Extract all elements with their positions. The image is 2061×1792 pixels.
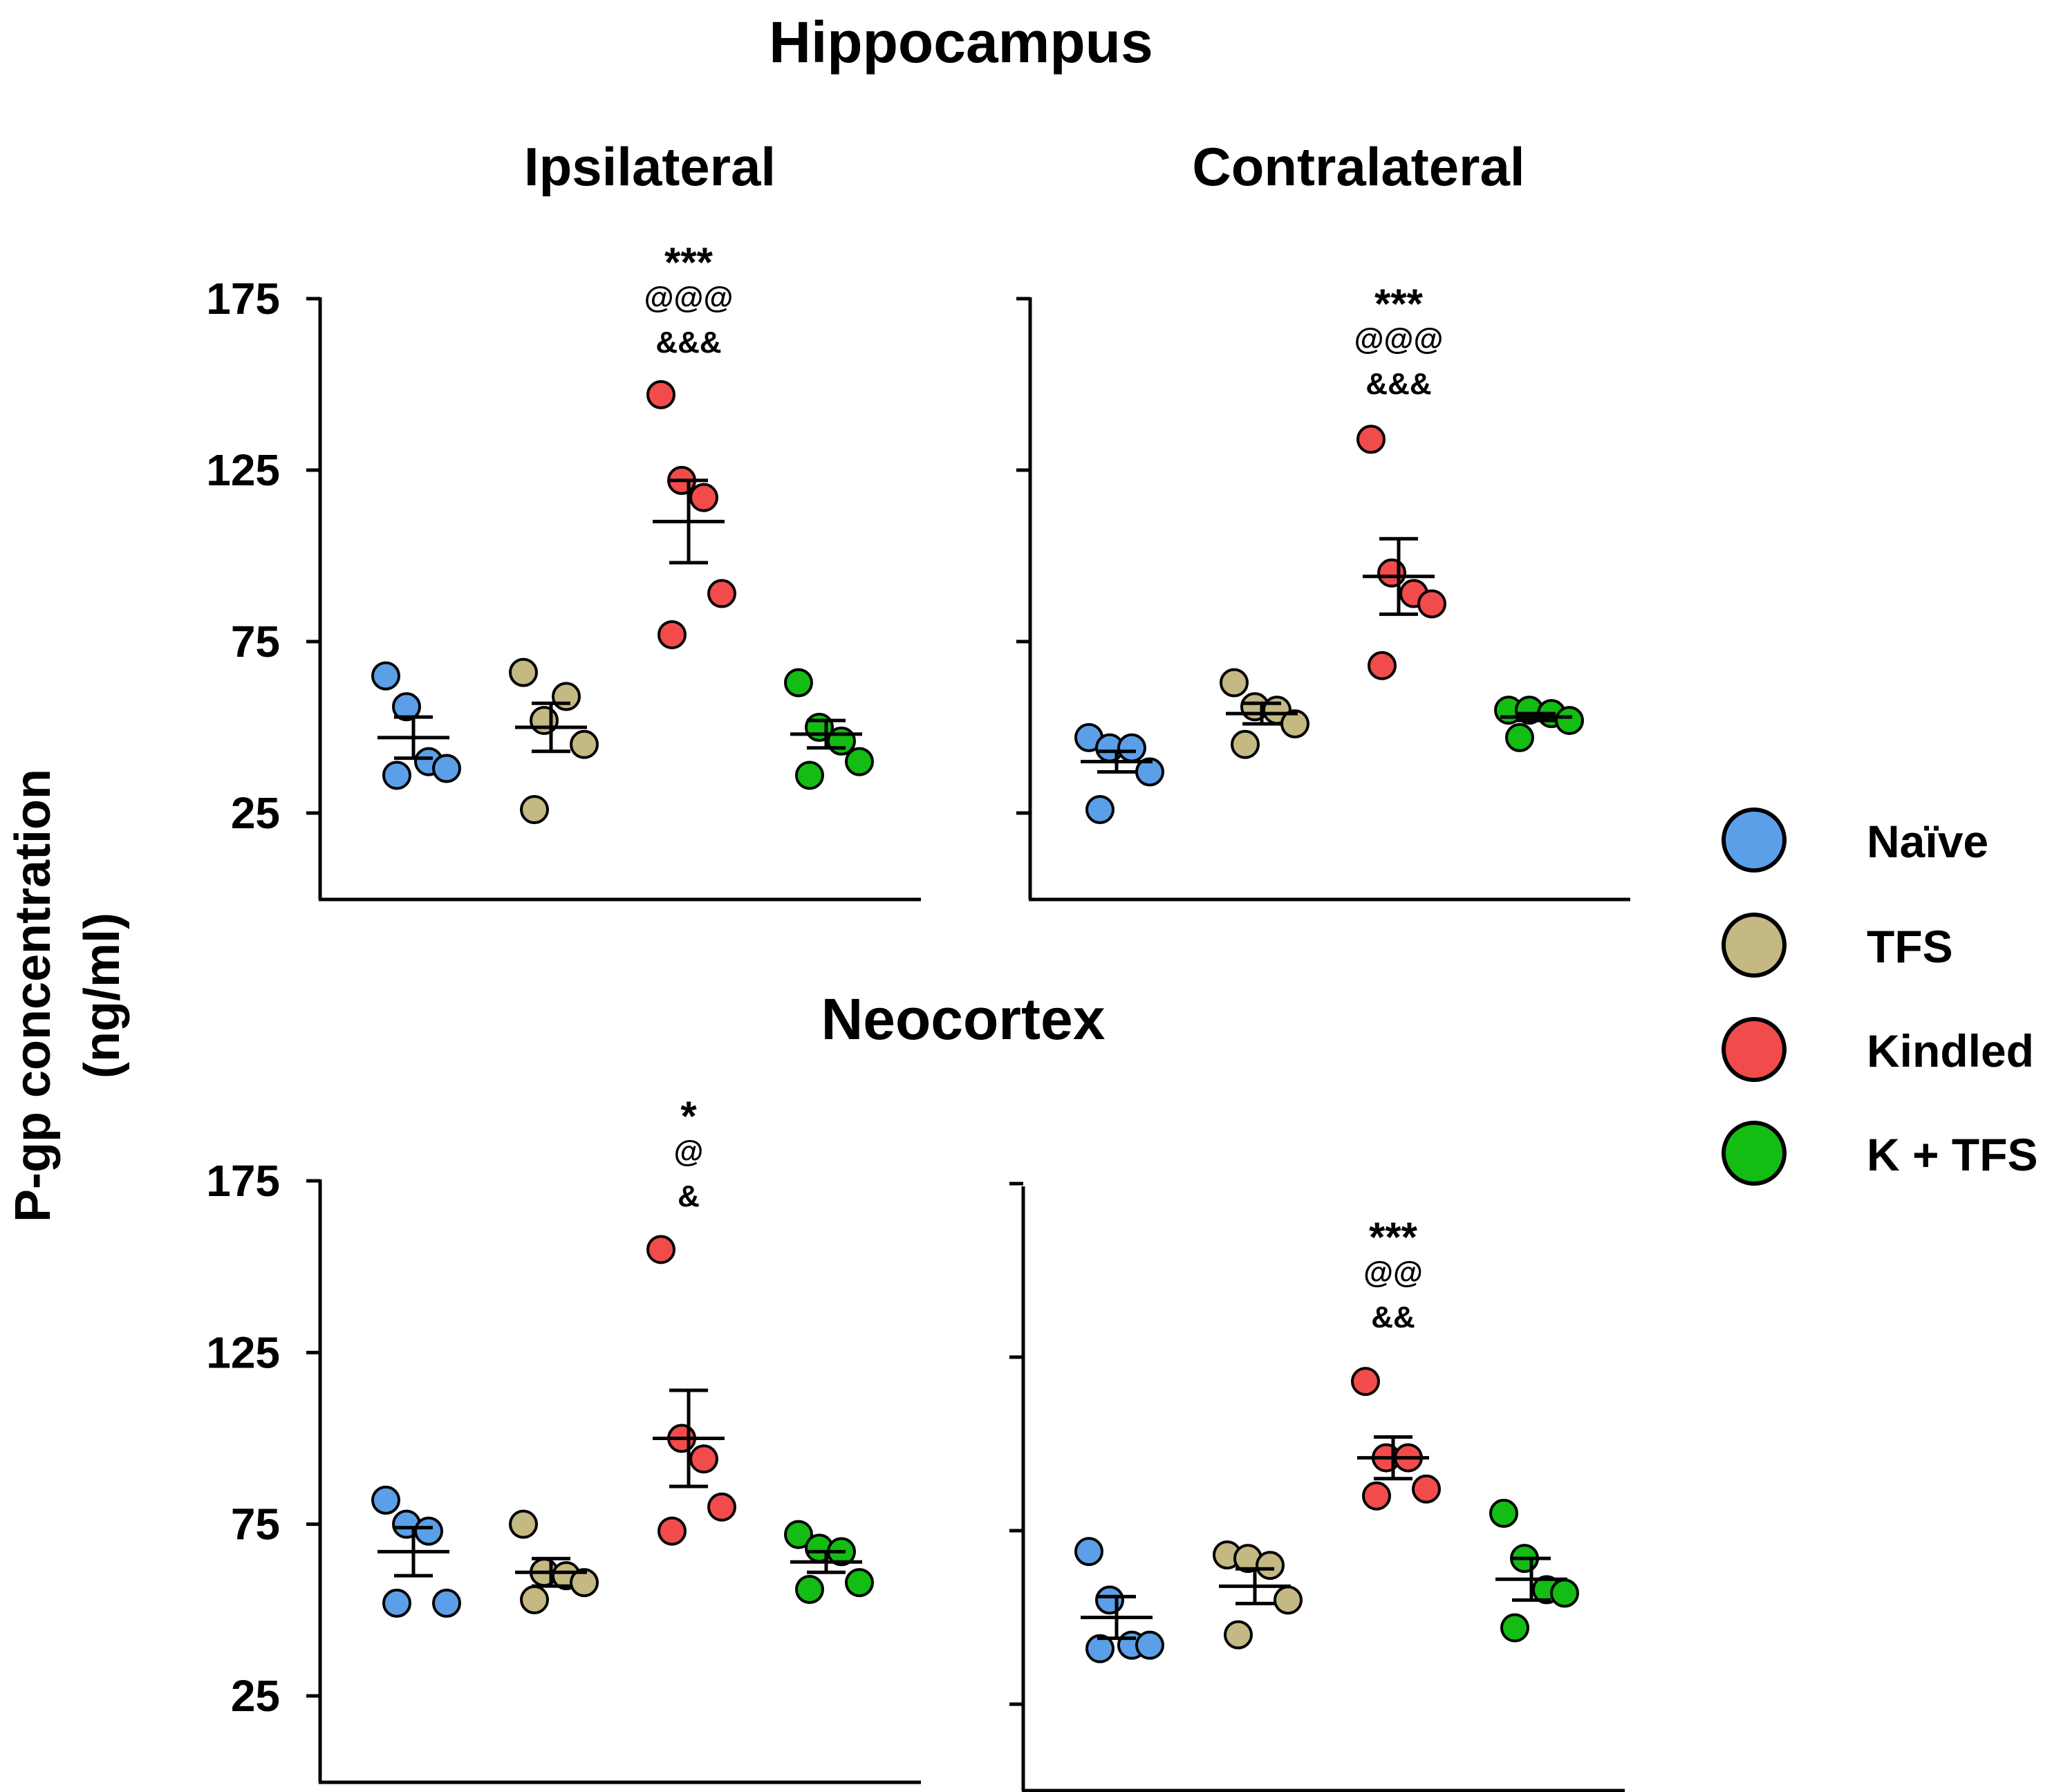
data-point-na-ve xyxy=(392,692,421,722)
legend-label-k-tfs: K + TFS xyxy=(1867,1129,2038,1180)
data-point-kindled xyxy=(658,1516,687,1546)
data-point-kindled xyxy=(1377,558,1406,588)
y-tick-label-175: 175 xyxy=(206,1156,280,1206)
data-point-kindled xyxy=(1368,651,1397,680)
data-point-tfs xyxy=(520,1585,549,1614)
data-point-na-ve xyxy=(1135,757,1164,787)
panel-hippocampus-contralateral: Contralateral ***@@@ &&& xyxy=(1016,136,1630,902)
y-tick-label-25: 25 xyxy=(231,788,280,838)
data-point-kindled xyxy=(658,620,687,650)
panel-hippocampus-ipsilateral: Ipsilateral 25 75 125 175 ***@@@ &&& xyxy=(206,136,921,902)
data-point-tfs xyxy=(1231,729,1260,759)
legend: Naïve TFS Kindled K + TFS xyxy=(1722,808,2038,1186)
significance-annotation: @@@ xyxy=(1354,322,1444,356)
significance-annotation: * xyxy=(680,1093,697,1139)
data-point-k-tfs xyxy=(784,1520,813,1549)
data-point-tfs xyxy=(509,1509,538,1539)
neocortex-title: Neocortex xyxy=(821,987,1106,1052)
data-point-kindled xyxy=(1412,1474,1441,1504)
hippocampus-title: Hippocampus xyxy=(769,10,1153,75)
data-point-kindled xyxy=(1356,424,1386,454)
data-point-k-tfs xyxy=(1500,1613,1529,1643)
legend-label-naive: Naïve xyxy=(1867,816,1988,867)
significance-annotation: *** xyxy=(1369,1214,1418,1260)
data-point-kindled xyxy=(689,1444,718,1474)
data-point-tfs xyxy=(570,1568,599,1598)
data-point-tfs xyxy=(520,795,549,825)
y-tick-label-75: 75 xyxy=(231,1500,280,1549)
legend-label-kindled: Kindled xyxy=(1867,1025,2034,1076)
data-point-na-ve xyxy=(1074,1537,1103,1567)
data-point-k-tfs xyxy=(845,747,874,776)
data-point-tfs xyxy=(509,657,538,687)
data-point-na-ve xyxy=(1085,795,1115,825)
significance-annotation: *** xyxy=(1374,281,1424,327)
data-point-na-ve xyxy=(432,754,461,783)
data-point-k-tfs xyxy=(784,668,813,698)
significance-annotation: @@@ xyxy=(644,281,734,315)
legend-marker-naive xyxy=(1722,808,1787,872)
significance-annotation: @ xyxy=(674,1135,704,1168)
y-tick-label-125: 125 xyxy=(206,1327,280,1377)
data-point-kindled xyxy=(689,483,718,512)
data-point-na-ve xyxy=(1117,733,1146,763)
panel-neocortex-contralateral: ***@@ && xyxy=(1009,1182,1625,1792)
data-point-kindled xyxy=(646,380,675,409)
data-point-na-ve xyxy=(1135,1630,1164,1660)
panel-subtitle: Contralateral xyxy=(1192,136,1524,197)
y-axis-label: P-gp concentration (ng/ml) xyxy=(6,769,130,1222)
significance-annotation: && xyxy=(1371,1300,1415,1334)
data-point-k-tfs xyxy=(1555,706,1584,736)
data-point-kindled xyxy=(646,1235,675,1264)
y-tick-label-25: 25 xyxy=(231,1671,280,1721)
data-point-kindled xyxy=(707,1492,736,1522)
y-axis-label-line2: (ng/ml) xyxy=(75,913,130,1079)
data-point-k-tfs xyxy=(1505,722,1534,752)
y-axis-label-line1: P-gp concentration xyxy=(6,769,61,1222)
legend-label-tfs: TFS xyxy=(1867,921,1953,972)
significance-annotation: &&& xyxy=(1365,367,1431,401)
data-point-tfs xyxy=(1224,1620,1253,1650)
y-tick-label-75: 75 xyxy=(231,617,280,666)
data-point-tfs xyxy=(552,682,581,711)
data-point-na-ve xyxy=(371,1485,400,1515)
significance-annotation: @@ xyxy=(1363,1256,1423,1289)
data-point-kindled xyxy=(1362,1481,1391,1511)
y-tick-label-125: 125 xyxy=(206,445,280,495)
data-point-na-ve xyxy=(371,661,400,691)
panel-neocortex-ipsilateral: 25 75 125 175 *@ & xyxy=(206,1093,921,1784)
data-point-tfs xyxy=(570,729,599,759)
significance-annotation: & xyxy=(678,1179,700,1213)
data-point-na-ve xyxy=(382,1588,411,1618)
data-point-k-tfs xyxy=(1550,1578,1579,1608)
data-point-na-ve xyxy=(382,760,411,790)
data-point-k-tfs xyxy=(795,760,824,790)
data-point-k-tfs xyxy=(1489,1498,1518,1528)
significance-annotation: &&& xyxy=(655,326,721,360)
legend-marker-k-tfs xyxy=(1722,1121,1787,1186)
data-point-tfs xyxy=(1280,709,1309,739)
data-point-kindled xyxy=(1417,589,1446,619)
significance-annotation: *** xyxy=(664,239,714,286)
legend-marker-kindled xyxy=(1722,1017,1787,1082)
data-point-tfs xyxy=(1256,1551,1285,1580)
data-point-na-ve xyxy=(1095,1585,1124,1615)
data-point-k-tfs xyxy=(795,1575,824,1605)
y-tick-label-175: 175 xyxy=(206,274,280,324)
data-point-kindled xyxy=(707,579,736,608)
data-point-tfs xyxy=(1274,1585,1303,1615)
data-point-na-ve xyxy=(1085,1634,1115,1663)
data-point-kindled xyxy=(1351,1367,1380,1397)
data-point-k-tfs xyxy=(845,1568,874,1598)
data-point-na-ve xyxy=(414,1516,443,1546)
legend-marker-tfs xyxy=(1722,913,1787,978)
panel-subtitle: Ipsilateral xyxy=(524,136,776,197)
data-point-tfs xyxy=(1220,668,1249,698)
data-point-na-ve xyxy=(432,1588,461,1618)
data-point-tfs xyxy=(530,706,559,736)
